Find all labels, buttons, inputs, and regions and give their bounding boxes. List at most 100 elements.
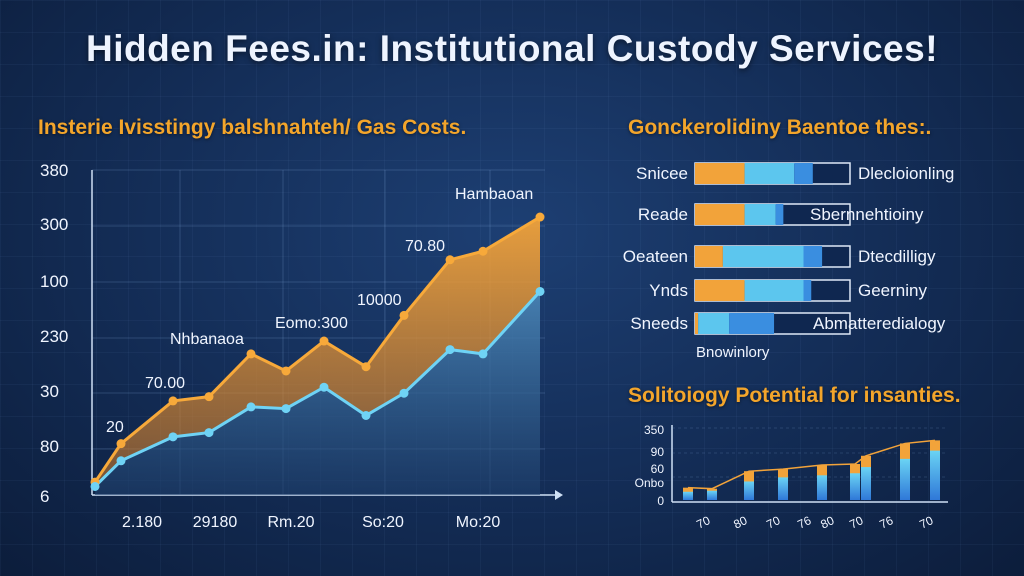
left-annotation-3: Eomo:300 [275,315,348,332]
hbar-right-label-2: Dtecdilligy [858,247,936,266]
blue-area [95,291,540,495]
blue-point-10 [478,349,488,359]
hbar-0-seg-0 [695,163,745,184]
left-x-tick-1: 29180 [193,514,238,531]
bottom-bar-blue-6 [861,467,871,500]
orange-point-3 [204,392,214,402]
left-annotation-6: Hambaoan [455,186,533,203]
left-x-tick-0: 2.180 [122,514,162,531]
orange-point-4 [246,349,256,359]
blue-point-8 [399,388,409,398]
left-chart-title: Insterie Ivisstingy balshnahteh/ Gas Cos… [38,116,467,139]
left-y-tick-0: 380 [40,161,68,180]
orange-point-8 [399,310,409,320]
left-y-tick-4: 30 [40,382,59,401]
left-y-tick-5: 80 [40,437,59,456]
left-x-axis-arrow [555,490,563,500]
right-chart-title: Gonckerolidiny Baentoe thes:. [628,116,932,139]
orange-point-10 [478,246,488,256]
hbar-3-seg-1 [744,280,804,301]
hbar-1-seg-0 [695,204,745,225]
bottom-bar-blue-0 [683,491,693,500]
left-y-tick-1: 300 [40,215,68,234]
bottom-x-tick-1: 80 [731,513,749,531]
bottom-y-tick-0: 350 [644,423,664,437]
orange-point-9 [445,255,455,265]
orange-point-7 [361,362,371,372]
left-x-tick-2: Rm.20 [267,514,314,531]
orange-point-5 [281,366,291,376]
hbar-2-seg-0 [695,246,723,267]
bottom-y-tick-4: 0 [657,494,664,508]
hbar-right-label-4: Abmatteredialogy [813,314,946,333]
left-y-tick-3: 230 [40,327,68,346]
hbar-right-label-0: Dlecloionling [858,164,954,183]
bottom-bar-blue-8 [930,450,940,500]
bottom-y-tick-1: 90 [651,445,665,459]
bottom-x-tick-3: 76 [795,513,813,531]
orange-area [95,217,540,487]
orange-point-2 [168,396,178,406]
bottom-x-tick-6: 76 [877,513,895,531]
hbar-footnote: Bnowinlory [696,344,770,361]
bottom-bar-blue-2 [744,481,754,500]
bottom-trend-line [687,439,936,490]
left-annotation-1: 70.00 [145,375,185,392]
blue-point-9 [445,345,455,355]
hbar-3-seg-2 [803,280,812,301]
bottom-bar-blue-5 [850,473,860,500]
blue-point-5 [281,404,291,414]
hbar-right-label-3: Geerniny [858,281,927,300]
hbar-4-seg-2 [729,313,775,334]
bottom-x-tick-2: 70 [764,513,782,531]
orange-line [93,215,541,484]
bottom-y-tick-3: Onbo [635,476,665,490]
left-annotation-2: Nhbanaoa [170,331,244,348]
bottom-bar-blue-1 [707,490,717,500]
hbar-2-seg-1 [722,246,804,267]
orange-point-11 [535,212,545,222]
left-x-tick-3: So:20 [362,514,404,531]
bottom-chart-title: Solitoiogy Potential for insanties. [628,384,961,407]
left-annotation-4: 10000 [357,292,402,309]
bottom-y-tick-2: 60 [651,462,665,476]
bottom-x-tick-0: 70 [694,513,712,531]
hbar-2-seg-2 [803,246,823,267]
left-x-tick-4: Mo:20 [456,514,501,531]
blue-point-11 [535,286,545,296]
orange-point-6 [319,336,329,346]
hbar-0-seg-2 [794,163,813,184]
bottom-x-tick-4: 80 [818,513,836,531]
hbar-right-label-1: Sbernnehtioiny [810,205,924,224]
blue-point-6 [319,382,329,392]
hbar-left-label-4: Sneeds [630,314,688,333]
left-y-tick-6: 6 [40,487,49,506]
page-title: Hidden Fees.in: Institutional Custody Se… [85,28,939,69]
blue-point-2 [168,432,178,442]
blue-point-1 [116,456,126,466]
blue-point-0 [90,481,100,491]
bottom-x-tick-7: 70 [917,513,935,531]
hbar-4-seg-1 [698,313,730,334]
bottom-x-tick-5: 70 [847,513,865,531]
hbar-left-label-2: Oeateen [623,247,688,266]
bottom-bar-blue-3 [778,477,788,500]
blue-point-7 [361,410,371,420]
hbar-left-label-0: Snicee [636,164,688,183]
left-annotation-0: 20 [106,419,124,436]
blue-point-4 [246,402,256,412]
hbar-left-label-3: Ynds [649,281,688,300]
left-y-tick-2: 100 [40,272,68,291]
hbar-3-seg-0 [695,280,745,301]
hbar-1-seg-1 [744,204,776,225]
bottom-bar-blue-7 [900,458,910,500]
hbar-0-seg-1 [744,163,795,184]
bottom-bar-blue-4 [817,475,827,500]
left-annotation-5: 70.80 [405,238,445,255]
orange-point-1 [116,439,126,449]
hbar-4-seg-0 [695,313,699,334]
blue-line [93,290,542,488]
hbar-left-label-1: Reade [638,205,688,224]
hbar-1-seg-2 [775,204,784,225]
